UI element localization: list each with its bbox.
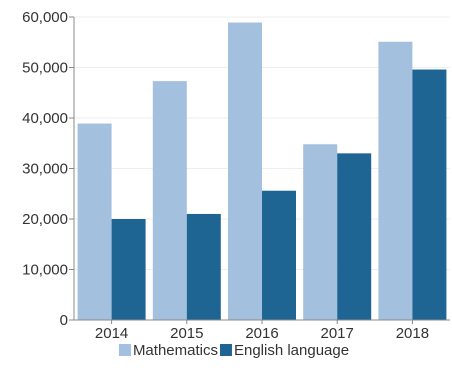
legend-swatch xyxy=(118,344,131,356)
y-tick-label: 50,000 xyxy=(22,60,68,77)
bar-english-language-2018 xyxy=(412,69,447,321)
y-tick-label: 60,000 xyxy=(22,9,68,26)
bar-mathematics-2016 xyxy=(228,22,262,321)
bar-english-language-2017 xyxy=(337,153,372,320)
x-tick-labels: 2014 2015 2016 2017 2018 xyxy=(95,325,429,342)
x-tick-label: 2017 xyxy=(321,325,354,342)
y-tick-labels: 0 10,000 20,000 30,000 40,000 50,000 60,000 xyxy=(22,9,68,329)
legend: Mathematics English language xyxy=(118,342,349,359)
bar-mathematics-2015 xyxy=(152,81,187,320)
legend-item: Mathematics xyxy=(118,342,218,359)
y-tick-label: 20,000 xyxy=(22,211,68,228)
bar-english-language-2014 xyxy=(111,219,146,320)
bar-english-language-2016 xyxy=(262,190,296,320)
bar-mathematics-2014 xyxy=(77,123,112,321)
x-tick-label: 2014 xyxy=(95,325,128,342)
x-tick-label: 2016 xyxy=(245,325,278,342)
y-tick-label: 0 xyxy=(60,312,68,329)
y-tick-label: 40,000 xyxy=(22,110,68,127)
legend-label: English language xyxy=(234,342,349,359)
x-tick-label: 2015 xyxy=(170,325,203,342)
legend-swatch xyxy=(219,344,232,356)
bar-mathematics-2017 xyxy=(303,144,338,320)
bars xyxy=(77,22,447,321)
x-tick-label: 2018 xyxy=(396,325,429,342)
bar-mathematics-2018 xyxy=(378,41,413,321)
axes xyxy=(69,16,450,324)
legend-label: Mathematics xyxy=(133,342,218,359)
y-tick-label: 30,000 xyxy=(22,161,68,178)
bar-english-language-2015 xyxy=(186,213,221,320)
y-tick-label: 10,000 xyxy=(22,262,68,279)
legend-item: English language xyxy=(219,342,349,359)
